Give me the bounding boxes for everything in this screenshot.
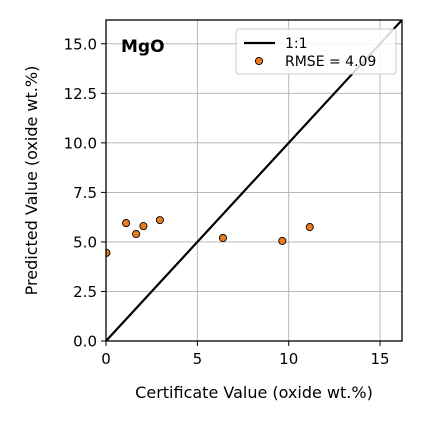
scatter-point — [132, 229, 141, 239]
chart-title: MgO — [121, 37, 165, 57]
x-tick-label: 15 — [371, 350, 390, 368]
ticks: 0 5 10 15 0.0 2.5 5.0 7.5 10.0 12.5 15.0 — [64, 35, 390, 368]
x-tick-label: 10 — [279, 350, 298, 368]
y-axis-label: Predicted Value (oxide wt.%) — [22, 66, 41, 296]
legend-marker-swatch — [254, 56, 264, 66]
scatter-point — [139, 222, 148, 231]
x-tick-label: 0 — [101, 350, 111, 368]
scatter-point — [122, 219, 131, 228]
scatter-point — [155, 216, 164, 225]
x-tick-label: 5 — [193, 350, 203, 368]
scatter-point — [305, 223, 314, 232]
legend: 1:1 RMSE = 4.09 — [235, 28, 397, 75]
legend-label-line: 1:1 — [285, 36, 308, 52]
y-tick-label: 15.0 — [64, 35, 97, 53]
y-tick-label: 0.0 — [73, 333, 97, 351]
y-tick-label: 7.5 — [73, 184, 97, 202]
y-tick-label: 10.0 — [64, 134, 97, 152]
scatter-point — [278, 236, 287, 245]
x-axis-label: Certificate Value (oxide wt.%) — [135, 383, 373, 402]
y-tick-label: 12.5 — [64, 85, 97, 103]
scatter-point — [218, 233, 227, 243]
y-tick-label: 2.5 — [73, 283, 97, 301]
legend-box — [235, 28, 397, 75]
y-tick-label: 5.0 — [73, 233, 97, 251]
legend-label-scatter: RMSE = 4.09 — [285, 54, 376, 70]
scatter-points — [106, 216, 314, 257]
plot-frame — [105, 19, 403, 342]
